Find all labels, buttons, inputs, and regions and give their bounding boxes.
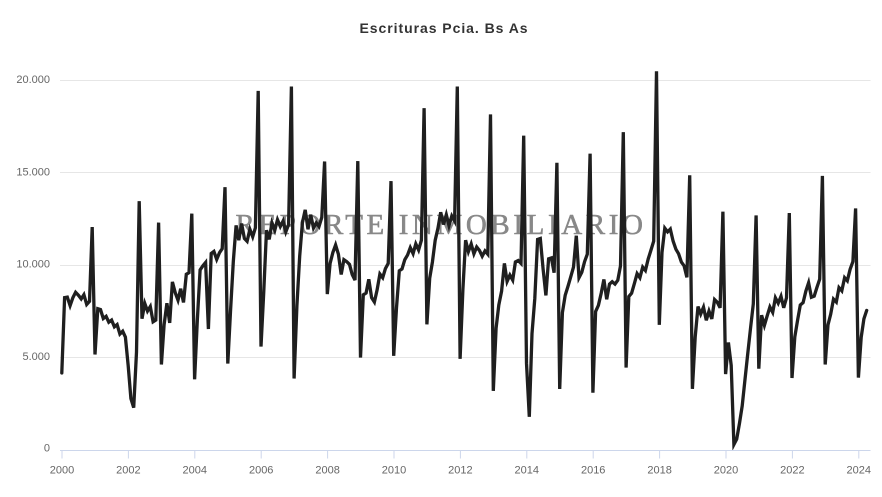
svg-text:2016: 2016 [581, 465, 605, 477]
svg-text:0: 0 [44, 443, 50, 455]
svg-text:2020: 2020 [714, 465, 738, 477]
svg-text:2008: 2008 [315, 465, 339, 477]
svg-text:Escrituras Pcia. Bs As: Escrituras Pcia. Bs As [359, 20, 528, 36]
svg-text:5.000: 5.000 [22, 351, 50, 363]
svg-text:2024: 2024 [847, 465, 871, 477]
svg-text:2012: 2012 [448, 465, 472, 477]
svg-text:2006: 2006 [249, 465, 273, 477]
svg-text:20.000: 20.000 [16, 74, 50, 86]
svg-text:2010: 2010 [382, 465, 406, 477]
svg-text:2022: 2022 [780, 465, 804, 477]
svg-text:15.000: 15.000 [16, 167, 50, 179]
svg-text:2002: 2002 [116, 465, 140, 477]
svg-text:2004: 2004 [183, 465, 207, 477]
svg-text:10.000: 10.000 [16, 259, 50, 271]
svg-text:2000: 2000 [50, 465, 74, 477]
svg-text:2014: 2014 [515, 465, 539, 477]
svg-text:2018: 2018 [647, 465, 671, 477]
